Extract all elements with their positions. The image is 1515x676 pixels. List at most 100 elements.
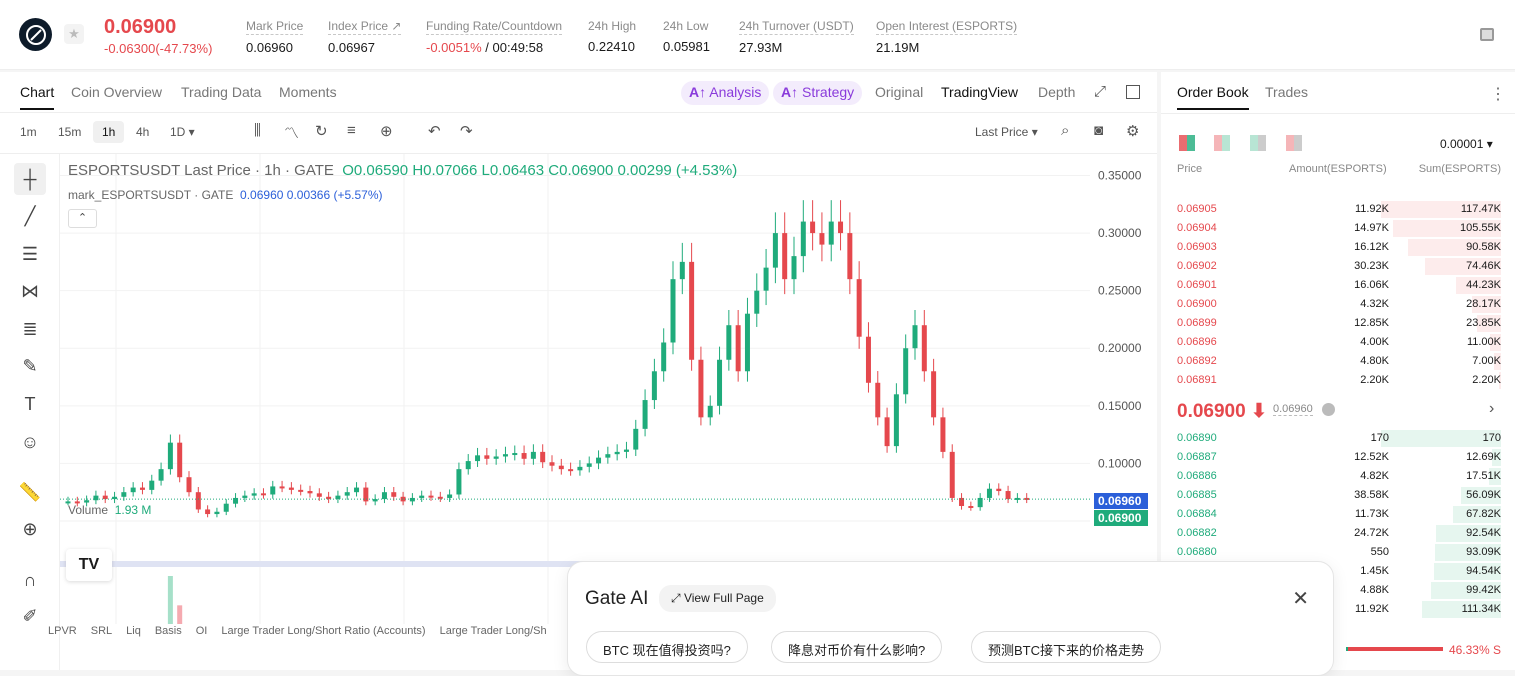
- suggestion-3[interactable]: 预测BTC接下来的价格走势: [971, 631, 1162, 663]
- ask-row[interactable]: 0.06891 2.20K 2.20K: [1161, 371, 1515, 390]
- analysis-button[interactable]: A↑ Analysis: [681, 81, 770, 105]
- bid-row[interactable]: 11.92K 111.34K: [1161, 600, 1515, 619]
- fib-icon[interactable]: ≣: [22, 318, 38, 339]
- indicator-large-trader-accounts[interactable]: Large Trader Long/Short Ratio (Accounts): [221, 625, 426, 637]
- zoom-in-icon[interactable]: ⊕: [22, 518, 38, 539]
- mark-info-icon: [1322, 403, 1335, 416]
- tab-order-book[interactable]: Order Book: [1177, 84, 1249, 110]
- more-menu-icon[interactable]: ⋮: [1490, 86, 1506, 103]
- chevron-right-icon[interactable]: ›: [1489, 400, 1495, 417]
- brush-icon[interactable]: ✎: [22, 355, 38, 376]
- template-icon[interactable]: ≡: [347, 122, 356, 139]
- bid-row[interactable]: 4.88K 99.42K: [1161, 581, 1515, 600]
- expand-icon[interactable]: ⤢: [1094, 83, 1107, 100]
- candle: [307, 491, 313, 494]
- camera-icon[interactable]: ◙: [1094, 122, 1104, 139]
- magnet-icon[interactable]: ∩: [23, 569, 37, 590]
- favorite-star-icon[interactable]: ★: [64, 24, 84, 44]
- sell-ratio-label: 46.33% S: [1448, 643, 1501, 657]
- ruler-icon[interactable]: 📏: [18, 481, 42, 502]
- candle: [968, 506, 974, 508]
- interval-15m[interactable]: 15m: [58, 125, 82, 139]
- indicator-icon[interactable]: 〽: [284, 125, 300, 142]
- ask-row[interactable]: 0.06900 4.32K 28.17K: [1161, 295, 1515, 314]
- row-sum: 105.55K: [1460, 222, 1501, 234]
- settings-gear-icon[interactable]: ⚙: [1126, 123, 1140, 140]
- replay-icon[interactable]: ↻: [315, 123, 328, 140]
- search-icon[interactable]: ⌕: [1061, 122, 1070, 139]
- ask-row[interactable]: 0.06901 16.06K 44.23K: [1161, 276, 1515, 295]
- indicator-srl[interactable]: SRL: [90, 625, 113, 637]
- layout-split-icon[interactable]: [1214, 135, 1230, 151]
- horizontal-lines-icon[interactable]: ☰: [21, 243, 39, 264]
- ask-row[interactable]: 0.06896 4.00K 11.00K: [1161, 333, 1515, 352]
- candle: [707, 405, 713, 418]
- indicator-liq[interactable]: Liq: [126, 625, 141, 637]
- layout-asks-icon[interactable]: [1286, 135, 1302, 151]
- ask-row[interactable]: 0.06902 30.23K 74.46K: [1161, 257, 1515, 276]
- text-tool-icon[interactable]: T: [24, 393, 36, 414]
- row-amount: 11.92K: [1354, 603, 1389, 615]
- trendline-icon[interactable]: ╱: [24, 205, 36, 226]
- price-chart[interactable]: 0.35000 0.30000 0.25000 0.20000 0.15000 0.100…: [60, 154, 1157, 624]
- interval-1m[interactable]: 1m: [20, 125, 37, 139]
- precision-dropdown[interactable]: 0.00001 ▾: [1440, 137, 1493, 151]
- candle: [233, 497, 239, 504]
- row-amount: 38.58K: [1354, 489, 1389, 501]
- suggestion-2[interactable]: 降息对币价有什么影响?: [771, 631, 943, 663]
- lock-icon[interactable]: ✐: [22, 605, 38, 626]
- book-icon[interactable]: [1480, 28, 1494, 41]
- bid-row[interactable]: 0.06882 24.72K 92.54K: [1161, 524, 1515, 543]
- undo-icon[interactable]: ↶: [428, 123, 441, 140]
- interval-1d-dropdown[interactable]: 1D ▾: [170, 125, 195, 139]
- bid-row[interactable]: 0.06885 38.58K 56.09K: [1161, 486, 1515, 505]
- suggestion-1[interactable]: BTC 现在值得投资吗?: [586, 631, 748, 663]
- mid-mark-price: 0.06960: [1273, 403, 1313, 416]
- tab-trading-data[interactable]: Trading Data: [181, 84, 262, 100]
- tab-original[interactable]: Original: [875, 84, 924, 100]
- indicator-oi[interactable]: OI: [195, 625, 208, 637]
- candle: [744, 313, 750, 372]
- window-icon[interactable]: [1126, 85, 1140, 99]
- price-source-dropdown[interactable]: Last Price ▾: [975, 125, 1038, 139]
- indicator-large-trader-positions[interactable]: Large Trader Long/Sh: [439, 625, 547, 637]
- stat-index-price[interactable]: Index Price ↗ 0.06967: [328, 19, 402, 55]
- tab-depth[interactable]: Depth: [1038, 84, 1076, 100]
- ask-row[interactable]: 0.06903 16.12K 90.58K: [1161, 238, 1515, 257]
- candle: [726, 325, 732, 360]
- tab-tradingview[interactable]: TradingView: [941, 84, 1019, 100]
- tab-coin-overview[interactable]: Coin Overview: [71, 84, 163, 100]
- ask-row[interactable]: 0.06899 12.85K 23.85K: [1161, 314, 1515, 333]
- tab-trades[interactable]: Trades: [1265, 84, 1309, 100]
- bid-row[interactable]: 0.06884 11.73K 67.82K: [1161, 505, 1515, 524]
- interval-4h[interactable]: 4h: [136, 125, 150, 139]
- bid-row[interactable]: 0.06886 4.82K 17.51K: [1161, 467, 1515, 486]
- crosshair-icon[interactable]: ┼: [14, 163, 46, 195]
- ask-row[interactable]: 0.06905 11.92K 117.47K: [1161, 200, 1515, 219]
- interval-1h[interactable]: 1h: [93, 121, 125, 143]
- bid-row[interactable]: 0.06887 12.52K 12.69K: [1161, 448, 1515, 467]
- ask-row[interactable]: 0.06892 4.80K 7.00K: [1161, 352, 1515, 371]
- candle: [568, 469, 574, 472]
- redo-icon[interactable]: ↷: [460, 123, 473, 140]
- tab-chart[interactable]: Chart: [20, 84, 55, 110]
- pattern-icon[interactable]: ⋈: [21, 280, 39, 301]
- layout-bids-icon[interactable]: [1250, 135, 1266, 151]
- collapse-legend-button[interactable]: ⌃: [68, 209, 97, 228]
- view-full-page-button[interactable]: ⤢ View Full Page: [659, 585, 776, 612]
- indicator-lpvr[interactable]: LPVR: [48, 625, 77, 637]
- ask-row[interactable]: 0.06904 14.97K 105.55K: [1161, 219, 1515, 238]
- bid-row[interactable]: 0.06880 550 93.09K: [1161, 543, 1515, 562]
- layout-both-icon[interactable]: [1179, 135, 1195, 151]
- add-indicator-icon[interactable]: ⊕: [380, 123, 393, 140]
- tradingview-logo: TV: [66, 549, 112, 581]
- close-icon[interactable]: ✕: [1292, 588, 1309, 610]
- strategy-button[interactable]: A↑ Strategy: [773, 81, 863, 105]
- bid-row[interactable]: 1.45K 94.54K: [1161, 562, 1515, 581]
- emoji-icon[interactable]: ☺: [20, 431, 40, 452]
- candle-type-icon[interactable]: ⫼: [254, 122, 261, 139]
- bid-row[interactable]: 0.06890 170 170: [1161, 429, 1515, 448]
- indicator-basis[interactable]: Basis: [154, 625, 182, 637]
- candle: [484, 455, 490, 459]
- tab-moments[interactable]: Moments: [279, 84, 337, 100]
